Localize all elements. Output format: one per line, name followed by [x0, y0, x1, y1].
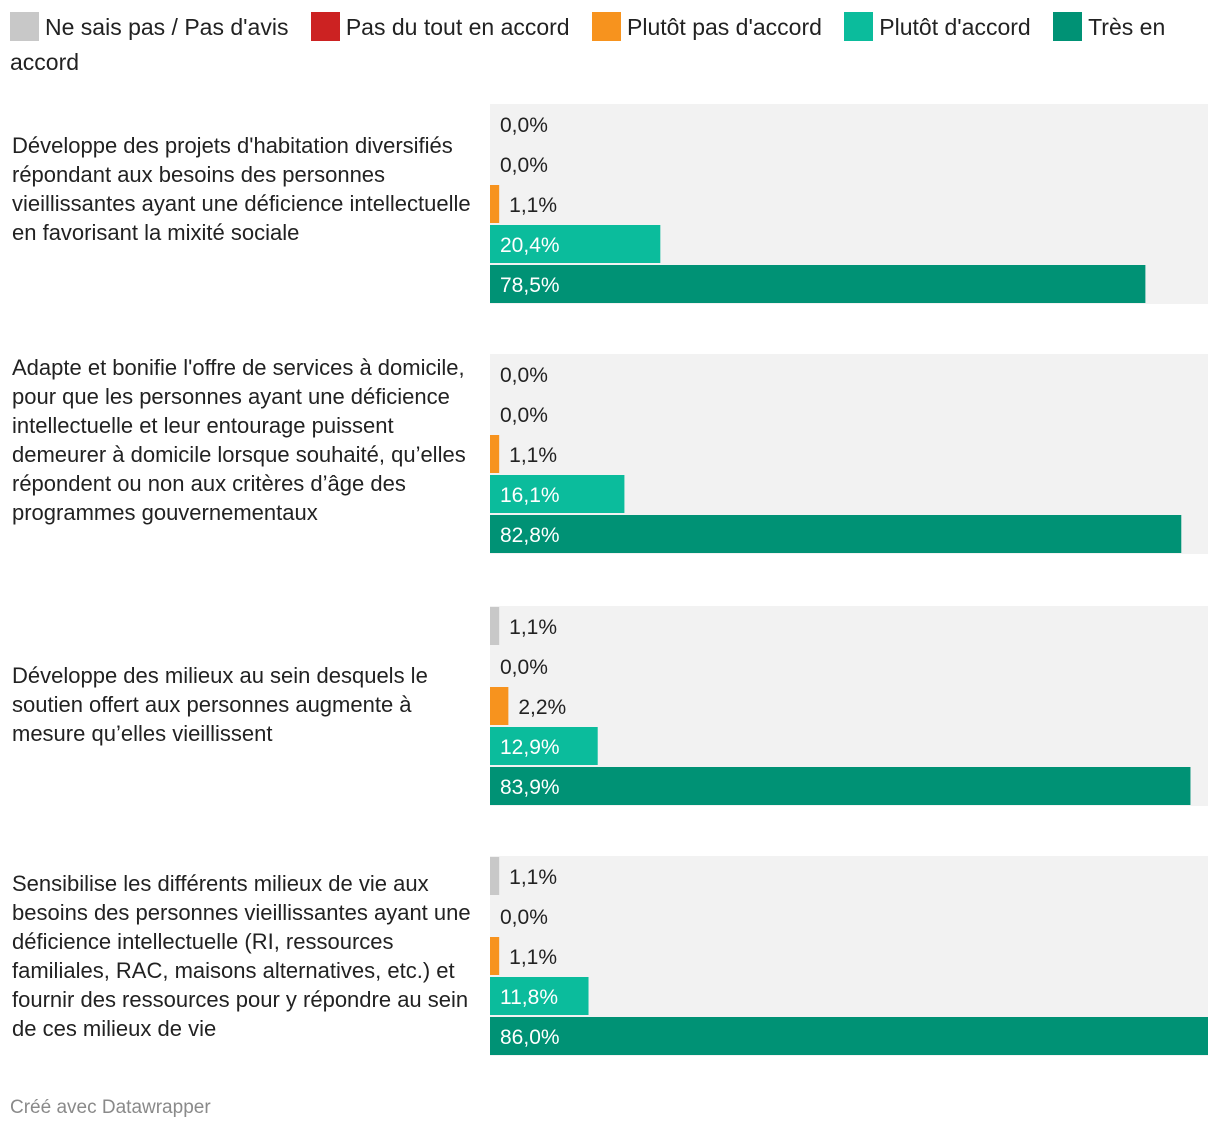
question-label-4: Sensibilise les différents milieux de vi… — [12, 871, 471, 1041]
legend-item: Plutôt d'accord — [844, 12, 1031, 41]
question-label-2: Adapte et bonifie l'offre de services à … — [12, 355, 466, 525]
value-label: 78,5% — [500, 274, 560, 297]
bar-tres — [490, 767, 1191, 805]
value-label: 1,1% — [509, 946, 557, 969]
legend-swatch-plutot-pas — [592, 12, 621, 41]
legend-label: Très en accord — [10, 14, 1166, 75]
bar-plutot — [490, 225, 661, 263]
legend-item: Très en accord — [10, 12, 1166, 75]
value-label: 20,4% — [500, 234, 560, 257]
legend-label: Plutôt pas d'accord — [627, 14, 822, 40]
legend-swatch-ne-sais-pas — [10, 12, 39, 41]
value-label: 86,0% — [500, 1026, 560, 1049]
legend-item: Plutôt pas d'accord — [592, 12, 822, 41]
value-label: 1,1% — [509, 866, 557, 889]
bar-tres — [490, 515, 1182, 553]
value-label: 0,0% — [500, 364, 548, 387]
bar-plutot-pas — [490, 687, 509, 725]
value-label: 83,9% — [500, 776, 560, 799]
legend: Ne sais pas / Pas d'avis Pas du tout en … — [10, 10, 1210, 80]
value-label: 0,0% — [500, 154, 548, 177]
value-label: 11,8% — [500, 986, 558, 1009]
legend-swatch-tres — [1053, 12, 1083, 41]
legend-label: Pas du tout en accord — [345, 14, 570, 40]
bar-tres — [490, 265, 1146, 303]
question-label-1: Développe des projets d'habitation diver… — [12, 133, 471, 245]
legend-label: Plutôt d'accord — [879, 14, 1031, 40]
bar-plutot-pas — [490, 937, 500, 975]
bar-plutot — [490, 977, 589, 1015]
value-label: 2,2% — [518, 696, 566, 719]
value-label: 1,1% — [509, 616, 557, 639]
legend-label: Ne sais pas / Pas d'avis — [45, 14, 289, 40]
bar-ne-sais-pas — [490, 857, 500, 895]
legend-item: Pas du tout en accord — [310, 12, 570, 41]
value-label: 0,0% — [500, 906, 548, 929]
value-label: 1,1% — [509, 444, 557, 467]
value-label: 16,1% — [500, 484, 560, 507]
value-label: 12,9% — [500, 736, 560, 759]
bar-plutot — [490, 475, 625, 513]
value-label: 0,0% — [500, 656, 548, 679]
bar-tres — [490, 1017, 1208, 1055]
bar-plutot-pas — [490, 435, 500, 473]
legend-item: Ne sais pas / Pas d'avis — [10, 12, 289, 41]
bar-ne-sais-pas — [490, 607, 500, 645]
value-label: 0,0% — [500, 404, 548, 427]
question-label-3: Développe des milieux au sein desquels l… — [12, 663, 428, 746]
bar-plutot-pas — [490, 185, 500, 223]
legend-swatch-pas-du-tout — [310, 12, 340, 41]
value-label: 0,0% — [500, 114, 548, 137]
footer-credit: Créé avec Datawrapper — [10, 1097, 211, 1118]
legend-swatch-plutot — [844, 12, 874, 41]
value-label: 1,1% — [509, 194, 557, 217]
value-label: 82,8% — [500, 524, 560, 547]
bar-plutot — [490, 727, 598, 765]
